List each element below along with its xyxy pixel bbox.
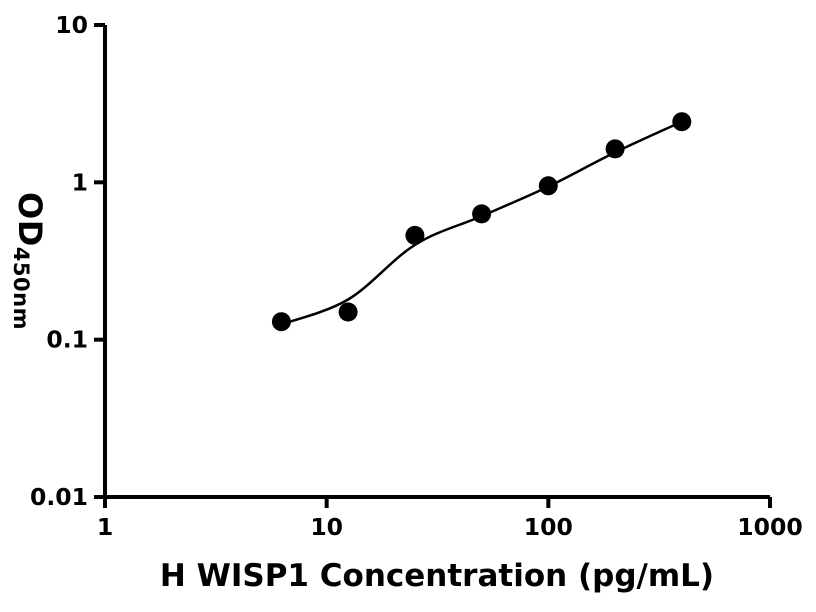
data-point bbox=[338, 302, 358, 322]
data-point bbox=[605, 139, 625, 159]
y-axis-tick-label: 0.1 bbox=[46, 326, 88, 354]
y-axis-title-subscript: 450nm bbox=[9, 246, 33, 330]
y-axis-title-main: OD bbox=[11, 192, 49, 247]
y-axis-tick-label: 0.01 bbox=[30, 483, 88, 511]
y-axis-title: OD 450nm bbox=[9, 186, 50, 336]
x-axis-tick-label: 100 bbox=[524, 513, 573, 541]
y-axis-tick-label: 1 bbox=[72, 168, 88, 196]
data-point bbox=[271, 312, 291, 332]
x-axis-tick-label: 1 bbox=[97, 513, 113, 541]
data-point bbox=[538, 176, 558, 196]
x-axis-tick-label: 1000 bbox=[737, 513, 802, 541]
data-point bbox=[472, 204, 492, 224]
axes-spines bbox=[103, 25, 770, 499]
data-point bbox=[405, 225, 425, 245]
data-point bbox=[672, 112, 692, 132]
x-axis-title: H WISP1 Concentration (pg/mL) bbox=[159, 558, 715, 594]
y-axis-tick-label: 10 bbox=[55, 11, 88, 39]
x-axis-tick-label: 10 bbox=[310, 513, 343, 541]
